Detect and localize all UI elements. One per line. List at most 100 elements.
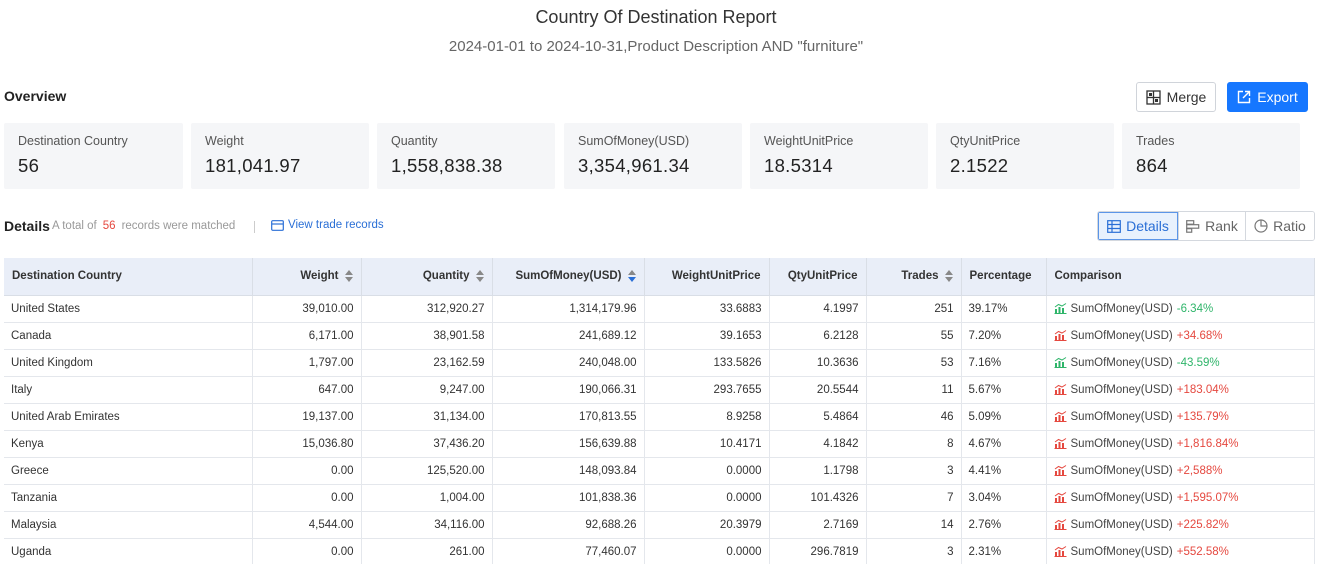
cell-country: Tanzania [4,484,253,512]
stat-label: Quantity [391,134,438,148]
trend-chart-icon [1054,492,1066,503]
tab-rank[interactable]: Rank [1178,212,1245,240]
table-row[interactable]: Greece 0.00 125,520.00 148,093.84 0.0000 1.17… [4,457,1315,485]
sort-icon[interactable] [944,270,953,283]
cell-trades: 46 [866,403,962,431]
merge-icon [1146,89,1161,105]
cell-comparison: SumOfMoney(USD) +2,588% [1046,457,1315,485]
cell-trades: 3 [866,457,962,485]
trend-chart-icon [1054,546,1066,557]
col-header-comparison: Comparison [1046,258,1315,296]
col-header-weight-unit-price: WeightUnitPrice [644,258,770,296]
comparison-metric: SumOfMoney(USD) [1070,329,1173,342]
cell-quantity: 312,920.27 [361,295,493,323]
comparison-metric: SumOfMoney(USD) [1070,410,1173,423]
table-row[interactable]: Malaysia 4,544.00 34,116.00 92,688.26 20.397… [4,511,1315,539]
col-header-quantity[interactable]: Quantity [361,258,493,296]
cell-qty-unit-price: 2.7169 [769,511,867,539]
cell-qty-unit-price: 1.1798 [769,457,867,485]
trend-chart-icon [1054,357,1066,368]
table-row[interactable]: United Arab Emirates 19,137.00 31,134.00 17… [4,403,1315,431]
trend-chart-icon [1054,411,1066,422]
cell-quantity: 31,134.00 [361,403,493,431]
view-tabs: Details Rank Ratio [1097,211,1315,241]
rank-icon [1186,219,1200,233]
comparison-change: +2,588% [1176,464,1223,477]
cell-country: United States [4,295,253,323]
cell-weight-unit-price: 20.3979 [644,511,770,539]
cell-comparison: SumOfMoney(USD) +183.04% [1046,376,1315,404]
stat-label: WeightUnitPrice [764,134,854,148]
comparison-metric: SumOfMoney(USD) [1070,545,1173,558]
cell-comparison: SumOfMoney(USD) +1,595.07% [1046,484,1315,512]
overview-heading: Overview [4,88,67,104]
stat-card: Destination Country 56 [4,123,183,189]
col-header-qty-unit-price: QtyUnitPrice [769,258,867,296]
export-button[interactable]: Export [1227,82,1308,112]
table-row[interactable]: Italy 647.00 9,247.00 190,066.31 293.7655 20.… [4,376,1315,404]
cell-weight: 39,010.00 [252,295,362,323]
cell-trades: 7 [866,484,962,512]
export-icon [1238,90,1251,104]
sort-icon[interactable] [344,270,353,283]
cell-trades: 55 [866,322,962,350]
comparison-change: +552.58% [1176,545,1229,558]
stat-card: Weight 181,041.97 [191,123,369,189]
sort-icon[interactable] [627,270,636,283]
comparison-metric: SumOfMoney(USD) [1070,491,1173,504]
trend-chart-icon [1054,303,1066,314]
cell-qty-unit-price: 4.1997 [769,295,867,323]
col-header-sum[interactable]: SumOfMoney(USD) [492,258,645,296]
cell-comparison: SumOfMoney(USD) +1,816.84% [1046,430,1315,458]
cell-country: Uganda [4,538,253,564]
col-header-country: Destination Country [4,258,253,296]
merge-button[interactable]: Merge [1136,82,1216,112]
cell-weight-unit-price: 33.6883 [644,295,770,323]
stat-value: 864 [1136,155,1168,176]
sort-icon[interactable] [475,270,484,283]
comparison-metric: SumOfMoney(USD) [1070,437,1173,450]
trend-chart-icon [1054,465,1066,476]
comparison-metric: SumOfMoney(USD) [1070,383,1173,396]
cell-percentage: 2.76% [961,511,1047,539]
cell-quantity: 9,247.00 [361,376,493,404]
stat-label: Destination Country [18,134,128,148]
cell-trades: 14 [866,511,962,539]
merge-label: Merge [1166,89,1207,105]
trend-chart-icon [1054,384,1066,395]
col-header-weight[interactable]: Weight [252,258,362,296]
comparison-change: +34.68% [1176,329,1223,342]
comparison-change: +1,816.84% [1176,437,1239,450]
view-trade-records-link[interactable]: View trade records [271,219,384,231]
cell-weight: 1,797.00 [252,349,362,377]
table-row[interactable]: Tanzania 0.00 1,004.00 101,838.36 0.0000 101.… [4,484,1315,512]
records-count: 56 [102,220,116,232]
table-row[interactable]: Uganda 0.00 261.00 77,460.07 0.0000 296.7819 3… [4,538,1315,564]
col-header-trades[interactable]: Trades [866,258,962,296]
cell-percentage: 39.17% [961,295,1047,323]
pie-chart-icon [1254,219,1268,233]
stat-value: 2.1522 [950,155,1009,176]
cell-country: Canada [4,322,253,350]
cell-country: Italy [4,376,253,404]
table-row[interactable]: Canada 6,171.00 38,901.58 241,689.12 39.1653… [4,322,1315,350]
cell-country: United Kingdom [4,349,253,377]
trend-chart-icon [1054,438,1066,449]
records-prefix: A total of [52,220,97,232]
cell-quantity: 23,162.59 [361,349,493,377]
tab-details[interactable]: Details [1098,212,1178,240]
cell-country: Malaysia [4,511,253,539]
cell-trades: 11 [866,376,962,404]
tab-ratio-label: Ratio [1273,218,1306,234]
tab-ratio[interactable]: Ratio [1245,212,1314,240]
cell-sum: 101,838.36 [492,484,645,512]
cell-quantity: 125,520.00 [361,457,493,485]
cell-sum: 240,048.00 [492,349,645,377]
table-row[interactable]: United Kingdom 1,797.00 23,162.59 240,048.0… [4,349,1315,377]
cell-sum: 1,314,179.96 [492,295,645,323]
table-row[interactable]: Kenya 15,036.80 37,436.20 156,639.88 10.4171… [4,430,1315,458]
cell-weight: 0.00 [252,457,362,485]
table-row[interactable]: United States 39,010.00 312,920.27 1,314,17… [4,295,1315,323]
cell-comparison: SumOfMoney(USD) -43.59% [1046,349,1315,377]
stat-label: Trades [1136,134,1175,148]
